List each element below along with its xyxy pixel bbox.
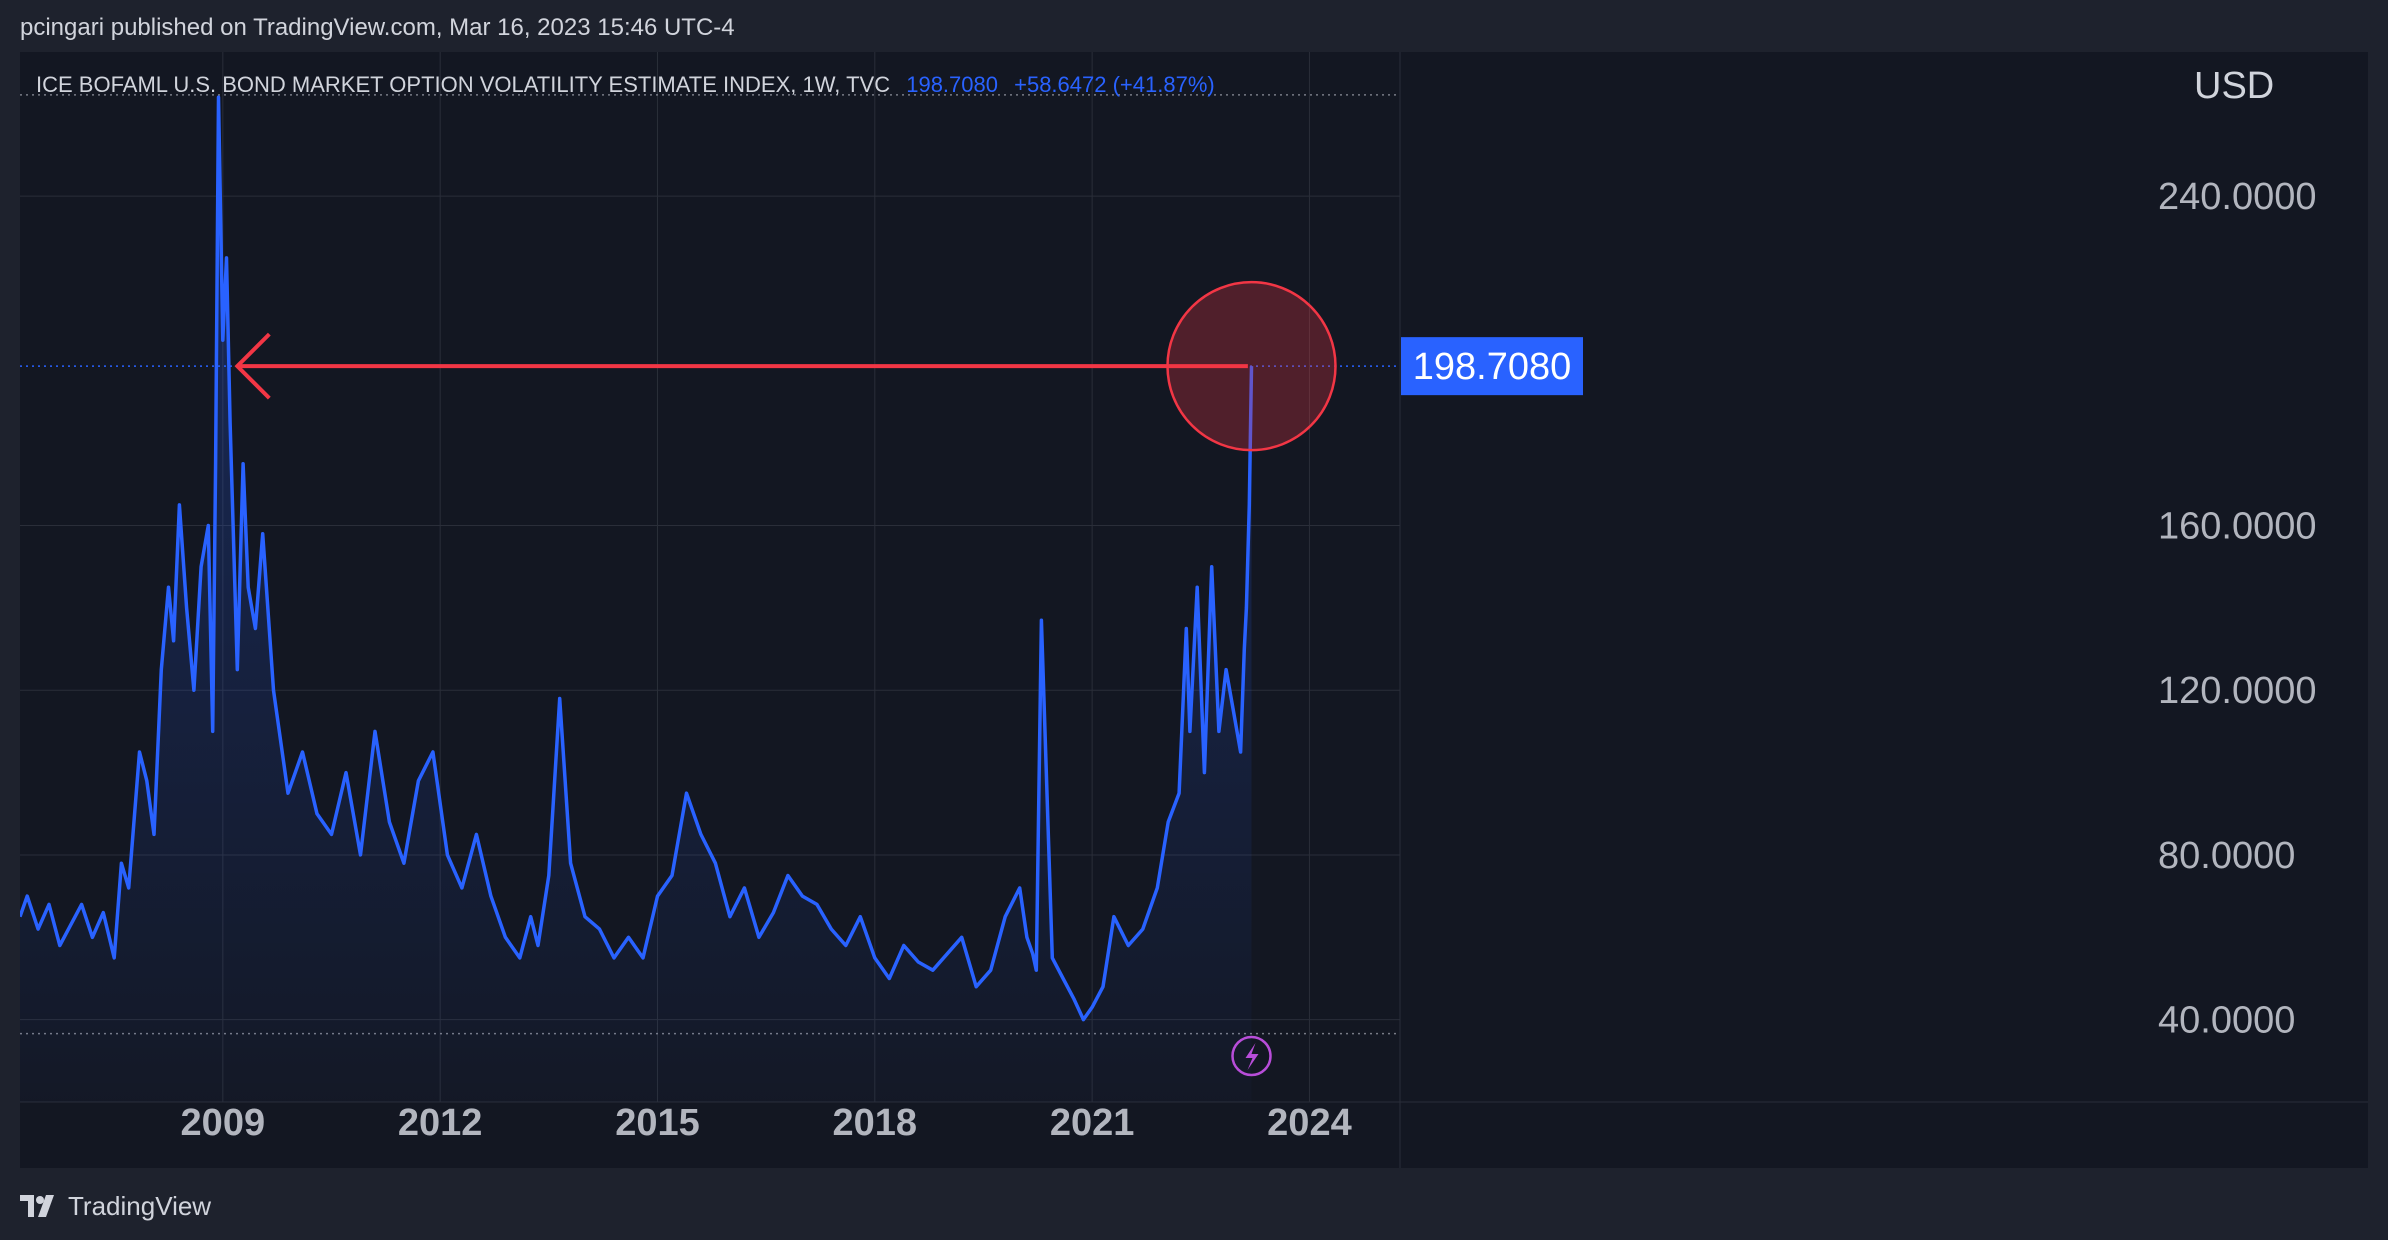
arrow-head — [234, 332, 271, 400]
x-tick-label: 2018 — [833, 1102, 918, 1144]
series-area — [20, 97, 1252, 1103]
y-tick-label: 120.0000 — [2158, 670, 2317, 712]
publish-info: pcingari published on TradingView.com, M… — [20, 14, 735, 41]
chart-pane[interactable]: USD 2009 2012 2015 2018 2021 2024 40.0000 80.00… — [20, 52, 2368, 1168]
annotations — [234, 280, 1337, 452]
y-axis-currency: USD — [2194, 65, 2274, 107]
x-tick-label: 2009 — [181, 1102, 266, 1144]
x-tick-label: 2012 — [398, 1102, 483, 1144]
x-tick-label: 2021 — [1050, 1102, 1135, 1144]
series-last-value: 198.7080 — [906, 72, 998, 97]
x-tick-label: 2024 — [1267, 1102, 1352, 1144]
y-tick-label: 240.0000 — [2158, 176, 2317, 218]
footer-branding[interactable]: TradingView — [20, 1190, 211, 1222]
series-title: ICE BOFAML U.S. BOND MARKET OPTION VOLAT… — [36, 72, 891, 97]
series — [20, 95, 1254, 1103]
series-change: +58.6472 (+41.87%) — [1014, 72, 1215, 97]
series-line — [20, 95, 1254, 1022]
y-tick-label: 40.0000 — [2158, 1000, 2295, 1042]
y-tick-label: 80.0000 — [2158, 835, 2295, 877]
axes: USD 2009 2012 2015 2018 2021 2024 40.0000 80.00… — [181, 65, 2317, 1144]
series-legend[interactable]: ICE BOFAML U.S. BOND MARKET OPTION VOLAT… — [36, 72, 1215, 98]
tradingview-logo-icon — [20, 1195, 54, 1217]
chart-canvas[interactable]: USD 2009 2012 2015 2018 2021 2024 40.0000 80.00… — [20, 52, 2368, 1168]
x-tick-label: 2015 — [615, 1102, 700, 1144]
highlight-circle — [1166, 280, 1337, 452]
event-bolt — [1245, 1043, 1259, 1070]
lightning-event-icon[interactable] — [1231, 1035, 1272, 1077]
y-tick-label: 160.0000 — [2158, 506, 2317, 548]
last-value-badge — [1401, 337, 1583, 396]
footer-brand-label: TradingView — [68, 1190, 212, 1221]
last-value-label: 198.7080 — [1413, 346, 1572, 388]
event-ring — [1231, 1035, 1272, 1077]
